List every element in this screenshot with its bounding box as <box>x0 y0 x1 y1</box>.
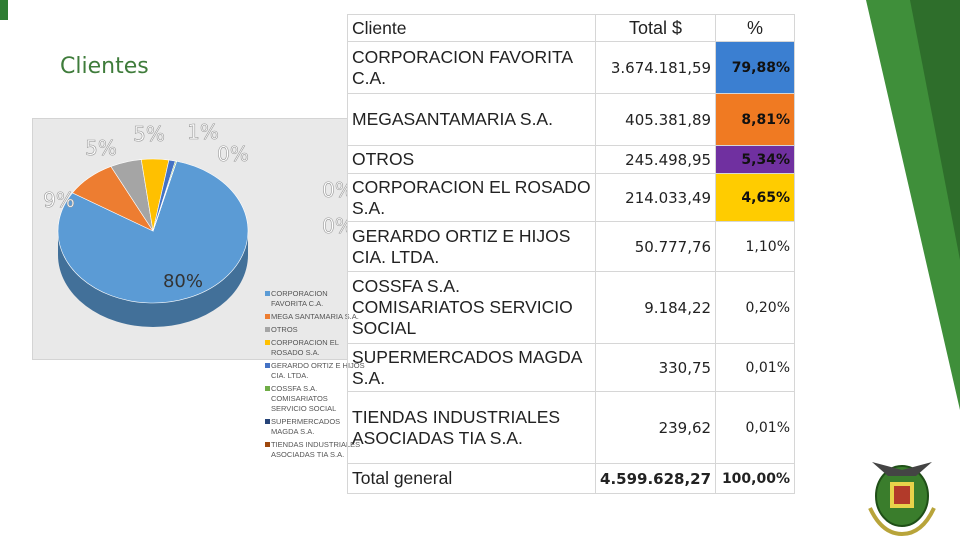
client-total: 214.033,49 <box>595 173 717 222</box>
total-pct: 100,00% <box>715 463 795 494</box>
client-pct: 0,01% <box>715 391 795 464</box>
legend-item: MEGA SANTAMARIA S.A. <box>265 312 365 322</box>
client-total: 330,75 <box>595 343 717 392</box>
legend-label: TIENDAS INDUSTRIALES ASOCIADAS TIA S.A. <box>271 440 361 459</box>
legend-label: CORPORACION FAVORITA C.A. <box>271 289 328 308</box>
legend-label: CORPORACION EL ROSADO S.A. <box>271 338 339 357</box>
pie-chart: 80%9%5%5%1%0%0%0% <box>43 120 347 327</box>
legend-item: SUPERMERCADOS MAGDA S.A. <box>265 417 365 437</box>
pie-chart-panel: 80%9%5%5%1%0%0%0% CORPORACION FAVORITA C… <box>32 118 365 459</box>
legend-swatch <box>265 363 270 368</box>
total-label: Total general <box>346 463 597 494</box>
pie-data-label: 80% <box>163 271 203 292</box>
legend-swatch <box>265 386 270 391</box>
table-row: SUPERMERCADOS MAGDA S.A. 330,75 0,01% <box>346 343 795 392</box>
client-pct: 0,01% <box>715 343 795 392</box>
page-title: Clientes <box>60 54 149 79</box>
pie-data-label: 1% <box>187 120 219 144</box>
legend-item: CORPORACION FAVORITA C.A. <box>265 289 365 309</box>
total-row: Total general 4.599.628,27 100,00% <box>346 463 795 494</box>
legend-swatch <box>265 419 270 424</box>
chart-legend: CORPORACION FAVORITA C.A. MEGA SANTAMARIA… <box>265 289 365 463</box>
legend-label: SUPERMERCADOS MAGDA S.A. <box>271 417 341 436</box>
legend-item: COSSFA S.A. COMISARIATOS SERVICIO SOCIAL <box>265 384 365 414</box>
client-name: MEGASANTAMARIA S.A. <box>346 93 597 146</box>
client-name: SUPERMERCADOS MAGDA S.A. <box>346 343 597 392</box>
university-emblem-logo <box>868 462 936 537</box>
table-row: COSSFA S.A. COMISARIATOS SERVICIO SOCIAL… <box>346 271 795 344</box>
client-name: TIENDAS INDUSTRIALES ASOCIADAS TIA S.A. <box>346 391 597 464</box>
table-row: CORPORACION FAVORITA C.A. 3.674.181,59 79,… <box>346 41 795 94</box>
top-left-accent-bar <box>0 0 8 20</box>
client-total: 50.777,76 <box>595 221 717 272</box>
pie-data-label: 5% <box>133 122 165 146</box>
header-total: Total $ <box>595 14 717 42</box>
legend-item: TIENDAS INDUSTRIALES ASOCIADAS TIA S.A. <box>265 440 365 460</box>
client-total: 239,62 <box>595 391 717 464</box>
client-pct: 1,10% <box>715 221 795 272</box>
client-pct: 8,81% <box>715 93 795 146</box>
legend-label: OTROS <box>271 325 298 334</box>
client-pct: 5,34% <box>715 145 795 174</box>
client-pct: 4,65% <box>715 173 795 222</box>
legend-swatch <box>265 340 270 345</box>
table-header-row: Cliente Total $ % <box>346 14 795 42</box>
table-body: CORPORACION FAVORITA C.A. 3.674.181,59 79,… <box>346 41 795 464</box>
client-name: COSSFA S.A. COMISARIATOS SERVICIO SOCIAL <box>346 271 597 344</box>
pie-data-label: 0% <box>217 142 249 166</box>
legend-swatch <box>265 291 270 296</box>
client-total: 9.184,22 <box>595 271 717 344</box>
pie-slice <box>152 160 178 232</box>
pie-slice-side <box>58 231 248 327</box>
client-pct: 0,20% <box>715 271 795 344</box>
client-name: CORPORACION FAVORITA C.A. <box>346 41 597 94</box>
client-total: 405.381,89 <box>595 93 717 146</box>
legend-item: GERARDO ORTIZ E HIJOS CIA. LTDA. <box>265 361 365 381</box>
header-client: Cliente <box>346 14 597 42</box>
table-row: CORPORACION EL ROSADO S.A. 214.033,49 4,65… <box>346 173 795 222</box>
pie-data-label: 5% <box>85 136 117 160</box>
client-pct: 79,88% <box>715 41 795 94</box>
table-row: MEGASANTAMARIA S.A. 405.381,89 8,81% <box>346 93 795 146</box>
clients-table: Cliente Total $ % CORPORACION FAVORITA C… <box>346 14 795 494</box>
client-total: 3.674.181,59 <box>595 41 717 94</box>
table-row: GERARDO ORTIZ E HIJOS CIA. LTDA. 50.777,7… <box>346 221 795 272</box>
legend-swatch <box>265 314 270 319</box>
legend-label: MEGA SANTAMARIA S.A. <box>271 312 359 321</box>
pie-data-label: 0% <box>322 178 347 202</box>
client-name: GERARDO ORTIZ E HIJOS CIA. LTDA. <box>346 221 597 272</box>
header-pct: % <box>715 14 795 42</box>
total-amount: 4.599.628,27 <box>595 463 717 494</box>
right-edge-triangle-decoration <box>866 0 960 410</box>
pie-data-label: 9% <box>43 188 75 212</box>
legend-swatch <box>265 442 270 447</box>
pie-slice <box>57 160 249 304</box>
pie-data-label: 0% <box>322 214 347 238</box>
legend-swatch <box>265 327 270 332</box>
legend-item: CORPORACION EL ROSADO S.A. <box>265 338 365 358</box>
legend-label: COSSFA S.A. COMISARIATOS SERVICIO SOCIAL <box>271 384 337 413</box>
client-name: CORPORACION EL ROSADO S.A. <box>346 173 597 222</box>
table-row: OTROS 245.498,95 5,34% <box>346 145 795 174</box>
table-row: TIENDAS INDUSTRIALES ASOCIADAS TIA S.A. 2… <box>346 391 795 464</box>
legend-item: OTROS <box>265 325 365 335</box>
client-name: OTROS <box>346 145 597 174</box>
client-total: 245.498,95 <box>595 145 717 174</box>
legend-label: GERARDO ORTIZ E HIJOS CIA. LTDA. <box>271 361 365 380</box>
